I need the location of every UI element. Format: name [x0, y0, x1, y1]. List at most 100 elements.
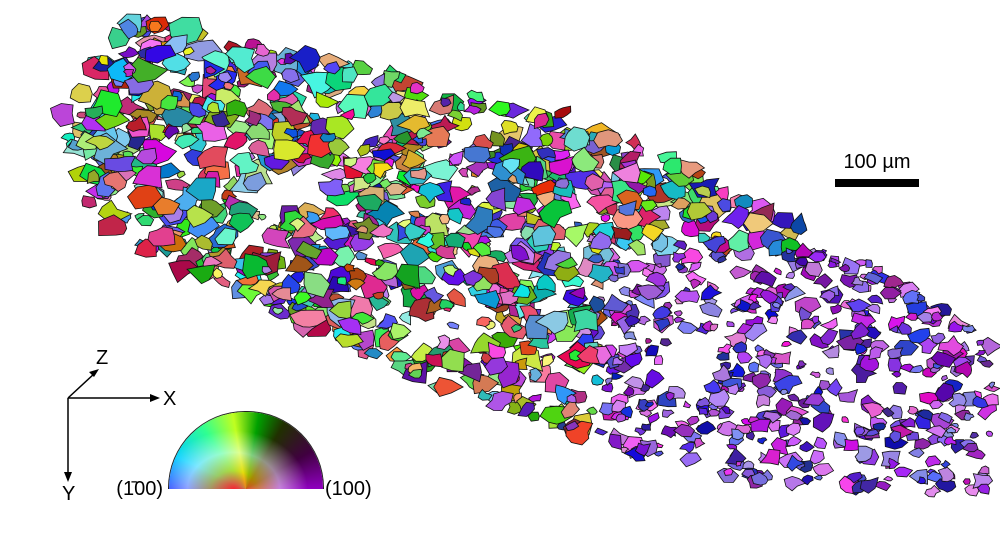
- x-label: X: [163, 388, 176, 410]
- grain: [118, 18, 139, 40]
- grain: [748, 293, 759, 303]
- grain: [144, 44, 177, 64]
- grain: [354, 225, 369, 234]
- grain: [647, 412, 660, 424]
- grain: [702, 235, 726, 254]
- grain: [623, 331, 638, 341]
- grain: [589, 231, 613, 250]
- grain: [568, 286, 586, 300]
- grain: [645, 344, 659, 357]
- grain: [605, 377, 613, 387]
- grain: [615, 413, 627, 423]
- grain: [974, 349, 986, 356]
- grain: [212, 267, 224, 279]
- grain: [446, 109, 463, 122]
- grain: [730, 307, 740, 314]
- grain: [700, 284, 723, 301]
- grain: [854, 426, 866, 436]
- grain: [720, 405, 731, 414]
- grain: [687, 261, 702, 273]
- grain: [456, 101, 465, 112]
- grain: [191, 84, 204, 94]
- grain: [327, 138, 350, 157]
- grain: [484, 320, 496, 330]
- grain: [750, 471, 769, 486]
- grain: [438, 213, 451, 225]
- grain: [472, 133, 494, 150]
- grain: [591, 374, 605, 386]
- grain: [214, 227, 237, 246]
- grain: [636, 284, 664, 301]
- grain: [726, 443, 738, 450]
- grain: [361, 134, 379, 148]
- grain: [916, 293, 926, 302]
- grain: [887, 358, 902, 373]
- grain: [81, 195, 97, 209]
- grain: [607, 274, 619, 283]
- grain: [941, 374, 948, 382]
- grain: [937, 335, 965, 357]
- grain: [838, 263, 851, 273]
- grain: [486, 225, 505, 239]
- grain: [812, 412, 835, 433]
- grain: [281, 68, 300, 84]
- grain: [813, 474, 823, 481]
- grain: [697, 407, 709, 416]
- grain: [851, 280, 870, 294]
- grain: [652, 305, 672, 320]
- grain: [717, 343, 733, 354]
- grain: [608, 433, 623, 451]
- grain: [123, 68, 135, 78]
- grain: [748, 301, 762, 311]
- grain: [757, 437, 768, 445]
- grain: [512, 283, 531, 298]
- grain: [742, 460, 755, 470]
- grain: [865, 259, 873, 268]
- grain: [272, 306, 284, 315]
- grain: [961, 324, 976, 333]
- grain: [908, 447, 925, 459]
- grain: [645, 271, 668, 287]
- grain: [362, 172, 377, 185]
- grain: [771, 301, 782, 309]
- grain: [573, 308, 599, 333]
- grain: [510, 324, 523, 333]
- grain: [539, 132, 554, 147]
- grain: [785, 271, 795, 279]
- grain: [854, 445, 873, 463]
- grain: [905, 312, 918, 321]
- grain: [410, 167, 428, 180]
- grain: [363, 83, 397, 107]
- grain: [416, 127, 433, 140]
- grain: [176, 170, 186, 179]
- grain: [440, 97, 452, 108]
- grain: [495, 311, 508, 325]
- grain: [561, 275, 585, 288]
- grain: [707, 408, 721, 417]
- grain: [517, 401, 535, 417]
- grain: [104, 155, 137, 173]
- grain: [485, 187, 507, 212]
- grain: [638, 409, 653, 418]
- grain: [410, 81, 425, 95]
- grain: [226, 99, 248, 118]
- grain: [709, 323, 719, 332]
- grain: [535, 147, 558, 160]
- grain: [871, 265, 883, 275]
- grain: [727, 229, 750, 253]
- grain: [813, 273, 833, 289]
- key-right-label: (100): [325, 478, 372, 500]
- grain: [489, 130, 506, 147]
- grain: [466, 186, 481, 196]
- grain: [924, 484, 942, 498]
- grain: [484, 356, 508, 376]
- grain: [748, 361, 760, 373]
- grain: [634, 442, 652, 457]
- grain: [610, 225, 633, 241]
- grain: [336, 276, 347, 286]
- grain: [787, 393, 800, 402]
- grain: [742, 323, 768, 342]
- grain: [147, 226, 176, 247]
- grain: [132, 165, 163, 189]
- grain: [708, 388, 730, 407]
